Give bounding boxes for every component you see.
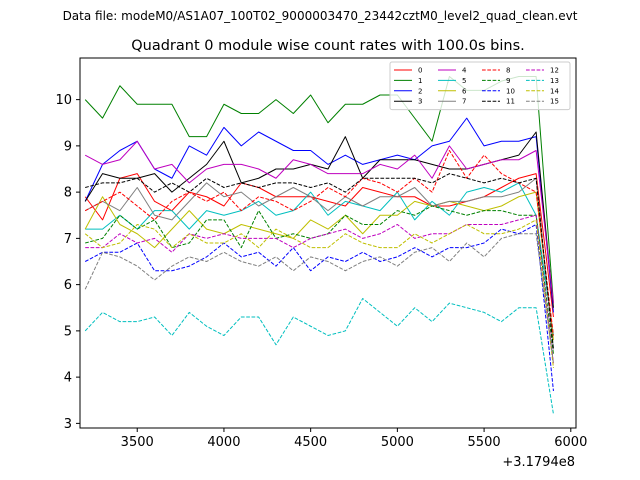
series-layer	[84, 76, 554, 415]
legend-label-13: 13	[550, 77, 559, 85]
series-line-12	[85, 214, 554, 364]
legend-label-12: 12	[550, 67, 559, 75]
x-tick-label: 6000	[554, 435, 587, 450]
legend-label-9: 9	[506, 77, 510, 85]
legend-label-8: 8	[506, 67, 510, 75]
x-offset-label: +3.1794e8	[502, 455, 575, 470]
y-tick-label: 8	[64, 186, 72, 201]
y-axis: 3 4 5 6 7 8 9 10	[55, 93, 80, 432]
data-file-suptitle: Data file: modeM0/AS1A07_100T02_90000034…	[63, 9, 578, 23]
x-tick-label: 5000	[381, 435, 414, 450]
legend-label-4: 4	[462, 67, 467, 75]
x-axis: 3500 4000 4500 5000 5500 6000	[121, 428, 587, 450]
legend-label-10: 10	[506, 87, 515, 95]
series-line-1	[84, 76, 554, 304]
series-line-10	[84, 224, 554, 392]
legend-box	[389, 61, 571, 111]
series-line-7	[84, 177, 554, 350]
y-tick-label: 5	[64, 324, 72, 339]
series-line-14	[84, 219, 554, 368]
y-tick-label: 10	[55, 93, 72, 108]
series-line-8	[84, 150, 554, 336]
y-tick-label: 9	[64, 139, 72, 154]
y-tick-label: 7	[64, 232, 72, 247]
x-tick-label: 5500	[468, 435, 501, 450]
series-line-3	[84, 131, 554, 308]
legend-label-5: 5	[462, 77, 466, 85]
series-line-15	[84, 233, 554, 364]
legend-label-14: 14	[550, 87, 559, 95]
series-line-0	[84, 173, 554, 318]
legend-label-0: 0	[418, 67, 422, 75]
legend-label-15: 15	[550, 98, 559, 106]
legend-label-2: 2	[418, 87, 422, 95]
legend-label-3: 3	[418, 98, 422, 106]
x-tick-label: 4000	[207, 435, 240, 450]
series-line-13	[84, 298, 554, 415]
series-line-11	[85, 173, 554, 350]
y-tick-label: 6	[64, 278, 72, 293]
y-tick-label: 3	[64, 417, 72, 432]
y-tick-label: 4	[64, 371, 72, 386]
series-line-9	[85, 205, 554, 355]
plot-frame	[79, 57, 577, 429]
x-tick-label: 3500	[121, 435, 154, 450]
legend-label-7: 7	[462, 98, 466, 106]
chart-title: Quadrant 0 module wise count rates with …	[131, 38, 525, 54]
x-tick-label: 4500	[294, 435, 327, 450]
legend-label-1: 1	[418, 77, 422, 85]
legend-label-11: 11	[506, 98, 515, 106]
series-line-2	[84, 117, 554, 313]
legend-label-6: 6	[462, 87, 467, 95]
